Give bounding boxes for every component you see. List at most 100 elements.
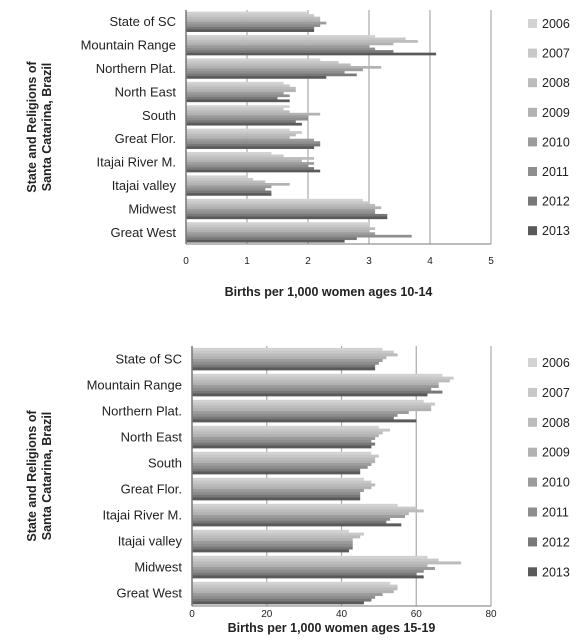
bar-2009-midwest [186, 206, 382, 210]
bar-2010-itajai-valley [186, 185, 272, 189]
x-tick-label: 0 [189, 609, 195, 620]
bar-2006-itajai-valley [192, 529, 349, 533]
bar-2008-midwest [192, 561, 462, 565]
bar-2012-great-west [192, 598, 372, 602]
bar-2006-north-east [186, 81, 284, 85]
category-label: Great West [116, 586, 182, 601]
x-axis-title: Births per 1,000 women ages 15-19 [228, 621, 436, 635]
bar-2013-state-of-sc [186, 29, 315, 32]
bar-2007-itajai-valley [192, 532, 364, 536]
legend-swatch [528, 196, 537, 206]
bar-2011-midwest [192, 569, 424, 573]
bar-2010-northern-plat- [192, 411, 409, 414]
bar-2007-midwest [186, 201, 369, 205]
category-label: Midwest [128, 201, 176, 216]
bar-2007-state-of-sc [186, 14, 315, 17]
chart-panel-2: State of SC Mountain Range Northern Plat. N… [25, 346, 570, 635]
y-axis-title-line: State and Religions of [25, 61, 39, 193]
legend-swatch [528, 78, 537, 88]
legend-swatch [528, 507, 537, 517]
bar-2013-mountain-range [192, 393, 428, 397]
category-label: State of SC [116, 352, 182, 367]
bar-2013-northern-plat- [186, 76, 327, 79]
category-label: Northern Plat. [96, 61, 176, 76]
bar-2011-itajai-valley [192, 543, 353, 547]
bar-2008-south [186, 110, 290, 113]
bar-2009-northern-plat- [186, 65, 382, 69]
bar-2009-itajai-valley [192, 538, 353, 542]
bar-2006-great-flor- [192, 477, 364, 481]
bar-2007-state-of-sc [192, 350, 394, 354]
bar-2010-south [186, 115, 308, 119]
bar-2009-great-west [192, 590, 394, 594]
bar-2009-great-west [186, 229, 369, 233]
legend-label: 2011 [542, 506, 569, 520]
category-label: Itajai valley [118, 534, 183, 549]
legend-swatch [528, 107, 537, 117]
bar-2012-mountain-range [192, 390, 443, 394]
x-tick-label: 4 [427, 256, 433, 267]
legend-label: 2009 [542, 446, 570, 460]
bar-2013-itajai-river-m- [186, 169, 321, 173]
bar-2008-state-of-sc [192, 353, 398, 357]
bar-2013-state-of-sc [192, 367, 376, 371]
legend-label: 2010 [542, 135, 570, 149]
category-label: North East [121, 430, 183, 445]
bar-2008-itajai-valley [192, 535, 361, 539]
legend-swatch [528, 417, 537, 427]
bar-2006-north-east [192, 425, 379, 429]
y-axis-title: State and Religions ofSanta Catarina, Br… [25, 61, 54, 193]
x-tick-label: 0 [183, 256, 189, 267]
bar-2010-great-flor- [186, 138, 315, 142]
bar-2009-great-flor- [186, 136, 290, 139]
x-tick-label: 40 [336, 609, 348, 620]
bar-2009-mountain-range [192, 382, 439, 386]
bar-2012-great-west [186, 237, 357, 241]
legend-swatch [528, 19, 537, 28]
bar-2010-mountain-range [186, 45, 369, 48]
x-tick-label: 60 [411, 609, 423, 620]
category-label: State of SC [110, 14, 176, 29]
category-label: Itajai River M. [97, 155, 176, 170]
category-label: Itajai valley [112, 178, 177, 193]
category-label: Northern Plat. [102, 404, 182, 419]
bar-2006-mountain-range [192, 373, 443, 377]
bar-2010-itajai-river-m- [186, 162, 315, 165]
bar-2011-state-of-sc [186, 24, 321, 27]
bar-2006-south [186, 105, 290, 108]
bar-2008-northern-plat- [192, 405, 432, 409]
bar-2011-itajai-valley [186, 188, 266, 191]
category-label: Mountain Range [87, 378, 182, 393]
legend-swatch [528, 567, 537, 577]
bar-2007-itajai-river-m- [186, 154, 284, 158]
legend-label: 2010 [542, 476, 570, 490]
category-label: North East [115, 84, 177, 99]
bar-2011-great-flor- [192, 491, 361, 495]
bar-2009-state-of-sc [192, 356, 387, 360]
bar-2013-south [192, 471, 361, 475]
bar-2013-midwest [192, 575, 424, 579]
bar-2007-great-west [192, 584, 398, 588]
bar-2012-itajai-river-m- [192, 520, 387, 524]
bar-2009-northern-plat- [192, 408, 432, 412]
bar-2012-great-flor- [186, 143, 321, 147]
category-label: Great Flor. [115, 131, 176, 146]
bar-2006-northern-plat- [186, 58, 321, 62]
bar-2007-northern-plat- [186, 60, 339, 64]
category-label: South [142, 108, 176, 123]
legend-label: 2011 [542, 165, 569, 179]
bar-2008-itajai-river-m- [192, 509, 424, 513]
bar-2013-mountain-range [186, 52, 437, 56]
bar-2006-state-of-sc [192, 347, 383, 351]
bar-2007-northern-plat- [192, 402, 435, 406]
bar-2008-mountain-range [186, 40, 418, 43]
legend-label: 2013 [542, 224, 570, 238]
category-label: Great West [110, 225, 176, 240]
legend-swatch [528, 477, 537, 487]
bar-2008-south [192, 457, 376, 461]
bar-2010-south [192, 463, 372, 466]
bar-2011-great-west [186, 234, 412, 238]
bar-2010-midwest [186, 208, 376, 212]
bar-2011-great-flor- [186, 141, 321, 144]
bar-2013-midwest [186, 216, 388, 220]
